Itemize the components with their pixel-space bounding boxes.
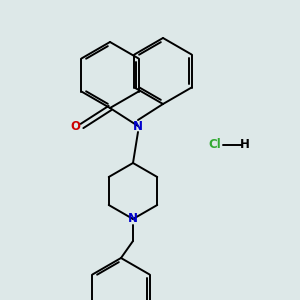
Text: Cl: Cl xyxy=(208,139,221,152)
Text: N: N xyxy=(133,119,143,133)
Text: N: N xyxy=(128,212,138,226)
Text: H: H xyxy=(240,139,250,152)
Text: O: O xyxy=(70,119,80,133)
